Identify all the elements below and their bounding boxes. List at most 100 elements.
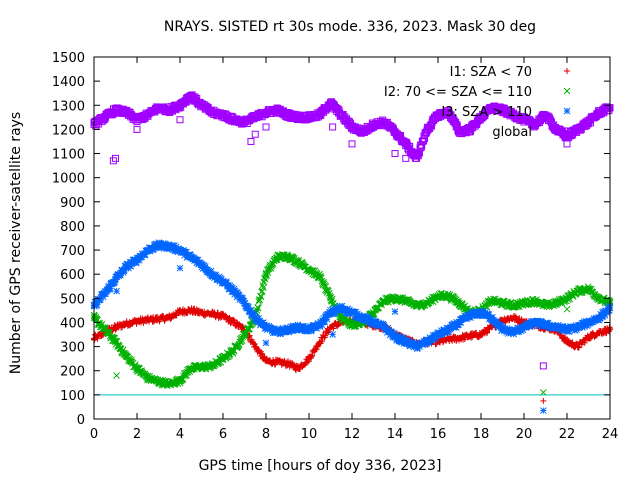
outlier-point — [176, 264, 184, 272]
data-point — [468, 334, 475, 341]
data-point — [258, 350, 265, 357]
y-tick-label: 200 — [60, 365, 85, 380]
outlier-point — [112, 326, 119, 333]
outlier-point — [262, 123, 270, 131]
data-point — [432, 341, 439, 348]
data-point — [328, 295, 336, 303]
outlier-point — [329, 331, 337, 338]
y-tick-label: 1500 — [52, 51, 85, 66]
y-tick-label: 1000 — [52, 172, 85, 187]
outlier-point — [176, 116, 184, 124]
data-point — [569, 339, 576, 346]
outlier-point — [92, 331, 99, 338]
data-point — [605, 328, 612, 335]
data-point — [157, 376, 164, 384]
x-tick-label: 16 — [430, 427, 447, 442]
x-tick-label: 12 — [344, 427, 361, 442]
x-axis-label: GPS time [hours of doy 336, 2023] — [199, 458, 442, 474]
data-point — [318, 338, 325, 345]
chart-title: NRAYS. SISTED rt 30s mode. 336, 2023. Ma… — [164, 19, 536, 35]
x-tick-label: 20 — [516, 427, 533, 442]
legend-label: global — [492, 125, 532, 140]
data-point — [123, 318, 130, 325]
data-point — [309, 352, 316, 359]
x-tick-label: 10 — [301, 427, 318, 442]
data-point — [272, 256, 280, 264]
y-tick-label: 700 — [60, 244, 85, 259]
legend-label: I3: SZA > 110 — [441, 105, 532, 120]
data-point — [161, 317, 168, 324]
data-point — [252, 343, 259, 350]
data-point — [94, 335, 101, 342]
data-point — [254, 304, 262, 312]
data-point — [251, 341, 258, 348]
x-tick-label: 8 — [262, 427, 270, 442]
outlier-point — [348, 140, 356, 148]
data-point — [214, 309, 221, 316]
outlier-point — [262, 339, 270, 347]
x-tick-label: 0 — [90, 427, 98, 442]
outlier-point — [247, 137, 255, 145]
data-point — [499, 297, 507, 305]
y-axis-label: Number of GPS receiver-satellite rays — [8, 112, 24, 374]
x-tick-label: 2 — [133, 427, 141, 442]
outlier-point — [329, 123, 337, 131]
data-point — [576, 344, 583, 351]
data-point — [242, 330, 249, 338]
x-tick-label: 6 — [219, 427, 227, 442]
series-layer — [90, 91, 614, 414]
series-3 — [90, 239, 614, 414]
y-tick-label: 1300 — [52, 99, 85, 114]
x-tick-label: 18 — [473, 427, 490, 442]
y-tick-label: 900 — [60, 196, 85, 211]
data-point — [230, 316, 237, 323]
outlier-point — [563, 305, 571, 313]
data-point — [486, 326, 493, 333]
data-point — [127, 356, 135, 364]
outlier-point — [563, 140, 571, 148]
outlier-point — [109, 157, 117, 165]
outlier-point — [391, 150, 399, 158]
outlier-point — [251, 130, 259, 138]
x-tick-label: 14 — [387, 427, 404, 442]
y-tick-label: 400 — [60, 316, 85, 331]
data-point — [606, 324, 613, 331]
x-tick-label: 24 — [602, 427, 619, 442]
outlier-point — [539, 362, 547, 370]
legend-label: I2: 70 <= SZA <= 110 — [384, 85, 532, 100]
data-point — [241, 333, 249, 340]
legend-marker — [564, 68, 570, 74]
data-point — [484, 329, 491, 336]
data-point — [246, 332, 253, 339]
data-point — [105, 328, 113, 336]
data-point — [326, 292, 334, 300]
legend-label: I1: SZA < 70 — [450, 65, 532, 80]
y-tick-label: 100 — [60, 389, 85, 404]
y-tick-label: 300 — [60, 341, 85, 356]
data-point — [325, 290, 333, 297]
data-point — [483, 329, 490, 336]
data-point — [259, 284, 267, 291]
x-tick-label: 22 — [559, 427, 576, 442]
data-point — [330, 325, 337, 332]
outlier-point — [113, 287, 120, 295]
data-point — [588, 334, 595, 341]
outlier-point — [539, 407, 547, 414]
y-tick-label: 1200 — [52, 123, 85, 138]
data-point — [173, 312, 180, 319]
series-2 — [90, 251, 614, 396]
data-point — [324, 286, 331, 294]
data-point — [250, 340, 257, 347]
outlier-point — [539, 389, 547, 396]
legend-marker — [563, 87, 571, 95]
y-tick-label: 0 — [77, 413, 85, 428]
data-point — [586, 335, 593, 342]
data-point — [267, 265, 275, 272]
y-tick-label: 1100 — [52, 148, 85, 163]
data-point — [305, 358, 312, 365]
y-tick-label: 800 — [60, 220, 85, 235]
outlier-point — [112, 154, 119, 162]
outlier-point — [540, 397, 547, 404]
